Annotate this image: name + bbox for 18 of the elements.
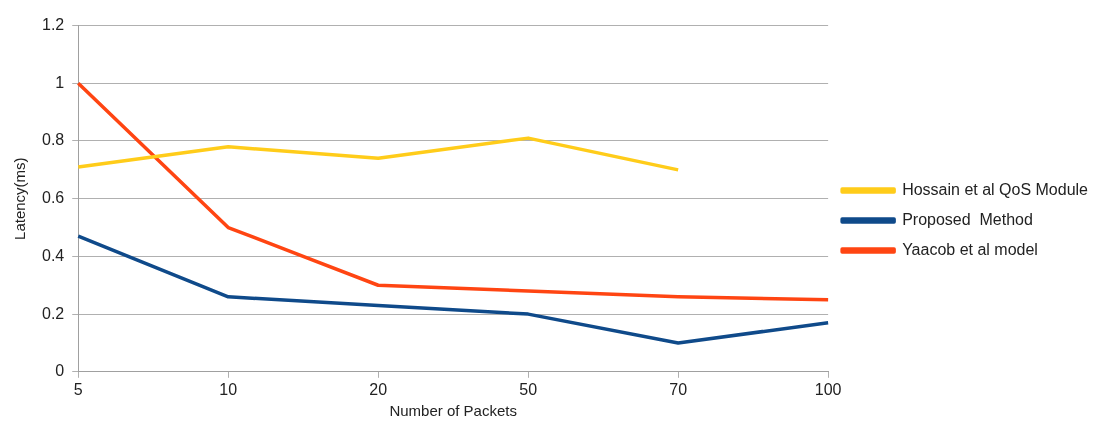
y-tick-label: 0.6 [41,189,65,207]
x-tick-label: 50 [519,380,538,398]
y-tick-label: 1.2 [41,16,65,34]
y-tick-label: 0.4 [41,246,65,264]
y-tick-label: 1 [55,73,65,91]
y-tick-label: 0 [55,362,65,380]
x-axis-title: Number of Packets [389,402,517,420]
y-tick-label: 0.2 [41,304,65,322]
x-tick-label: 10 [219,380,238,398]
x-tick-label: 5 [73,380,83,398]
y-tick-label: 0.8 [41,131,65,149]
x-tick-label: 100 [814,380,842,398]
legend-label: Hossain et al QoS Module [902,180,1089,198]
legend-label: Yaacob et al model [902,240,1038,258]
legend-label: Proposed Method [902,210,1033,228]
x-tick-label: 70 [669,380,688,398]
y-axis-title: Latency(ms) [11,157,29,240]
x-tick-label: 20 [369,380,388,398]
